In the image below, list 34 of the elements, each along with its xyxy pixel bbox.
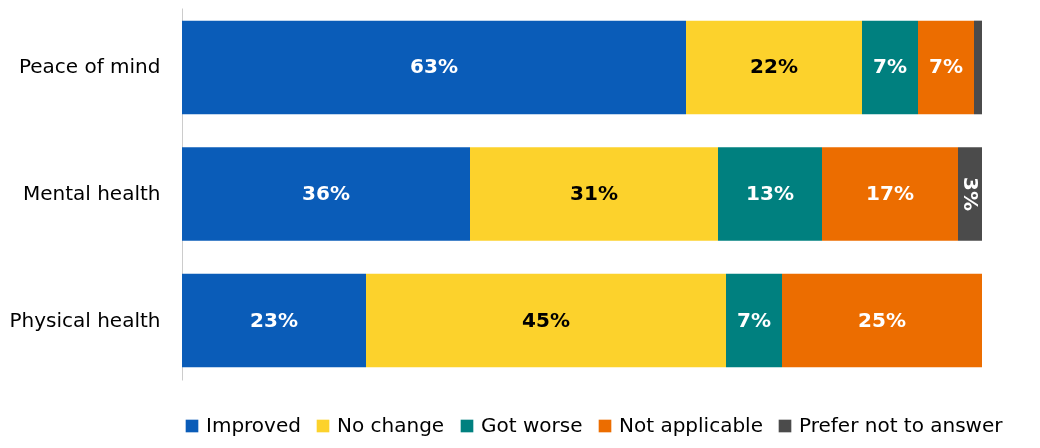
bar (182, 20, 686, 115)
bar (686, 20, 862, 115)
data-label: 13% (746, 181, 794, 205)
bar (726, 273, 782, 368)
data-label: 7% (929, 54, 963, 79)
data-label: 17% (866, 181, 914, 205)
legend-label: Got worse (481, 413, 583, 437)
data-label: 3% (959, 177, 983, 211)
data-label: 7% (737, 307, 771, 332)
bar (782, 273, 982, 368)
y-tick-label: Physical health (9, 307, 161, 332)
bar (974, 20, 982, 115)
legend-label: Prefer not to answer (799, 413, 1004, 437)
data-label: 36% (302, 181, 350, 205)
bar (470, 147, 718, 241)
bar (366, 273, 726, 368)
data-label: 23% (250, 307, 298, 332)
bar (822, 147, 958, 241)
bar (718, 147, 822, 241)
y-tick-label: Peace of mind (18, 54, 161, 79)
data-label: 31% (570, 181, 618, 205)
data-label: 45% (522, 307, 570, 332)
bar (918, 20, 974, 115)
bar (182, 273, 366, 368)
legend-label: Improved (206, 413, 301, 437)
data-label: 63% (410, 54, 458, 79)
legend-label: Not applicable (619, 413, 763, 437)
bar (182, 147, 470, 241)
data-label: 22% (750, 54, 798, 79)
legend-label: No change (337, 413, 445, 437)
data-label: 7% (873, 54, 907, 79)
y-tick-label: Mental health (22, 181, 161, 205)
data-label: 25% (858, 307, 906, 332)
bar (862, 20, 918, 115)
